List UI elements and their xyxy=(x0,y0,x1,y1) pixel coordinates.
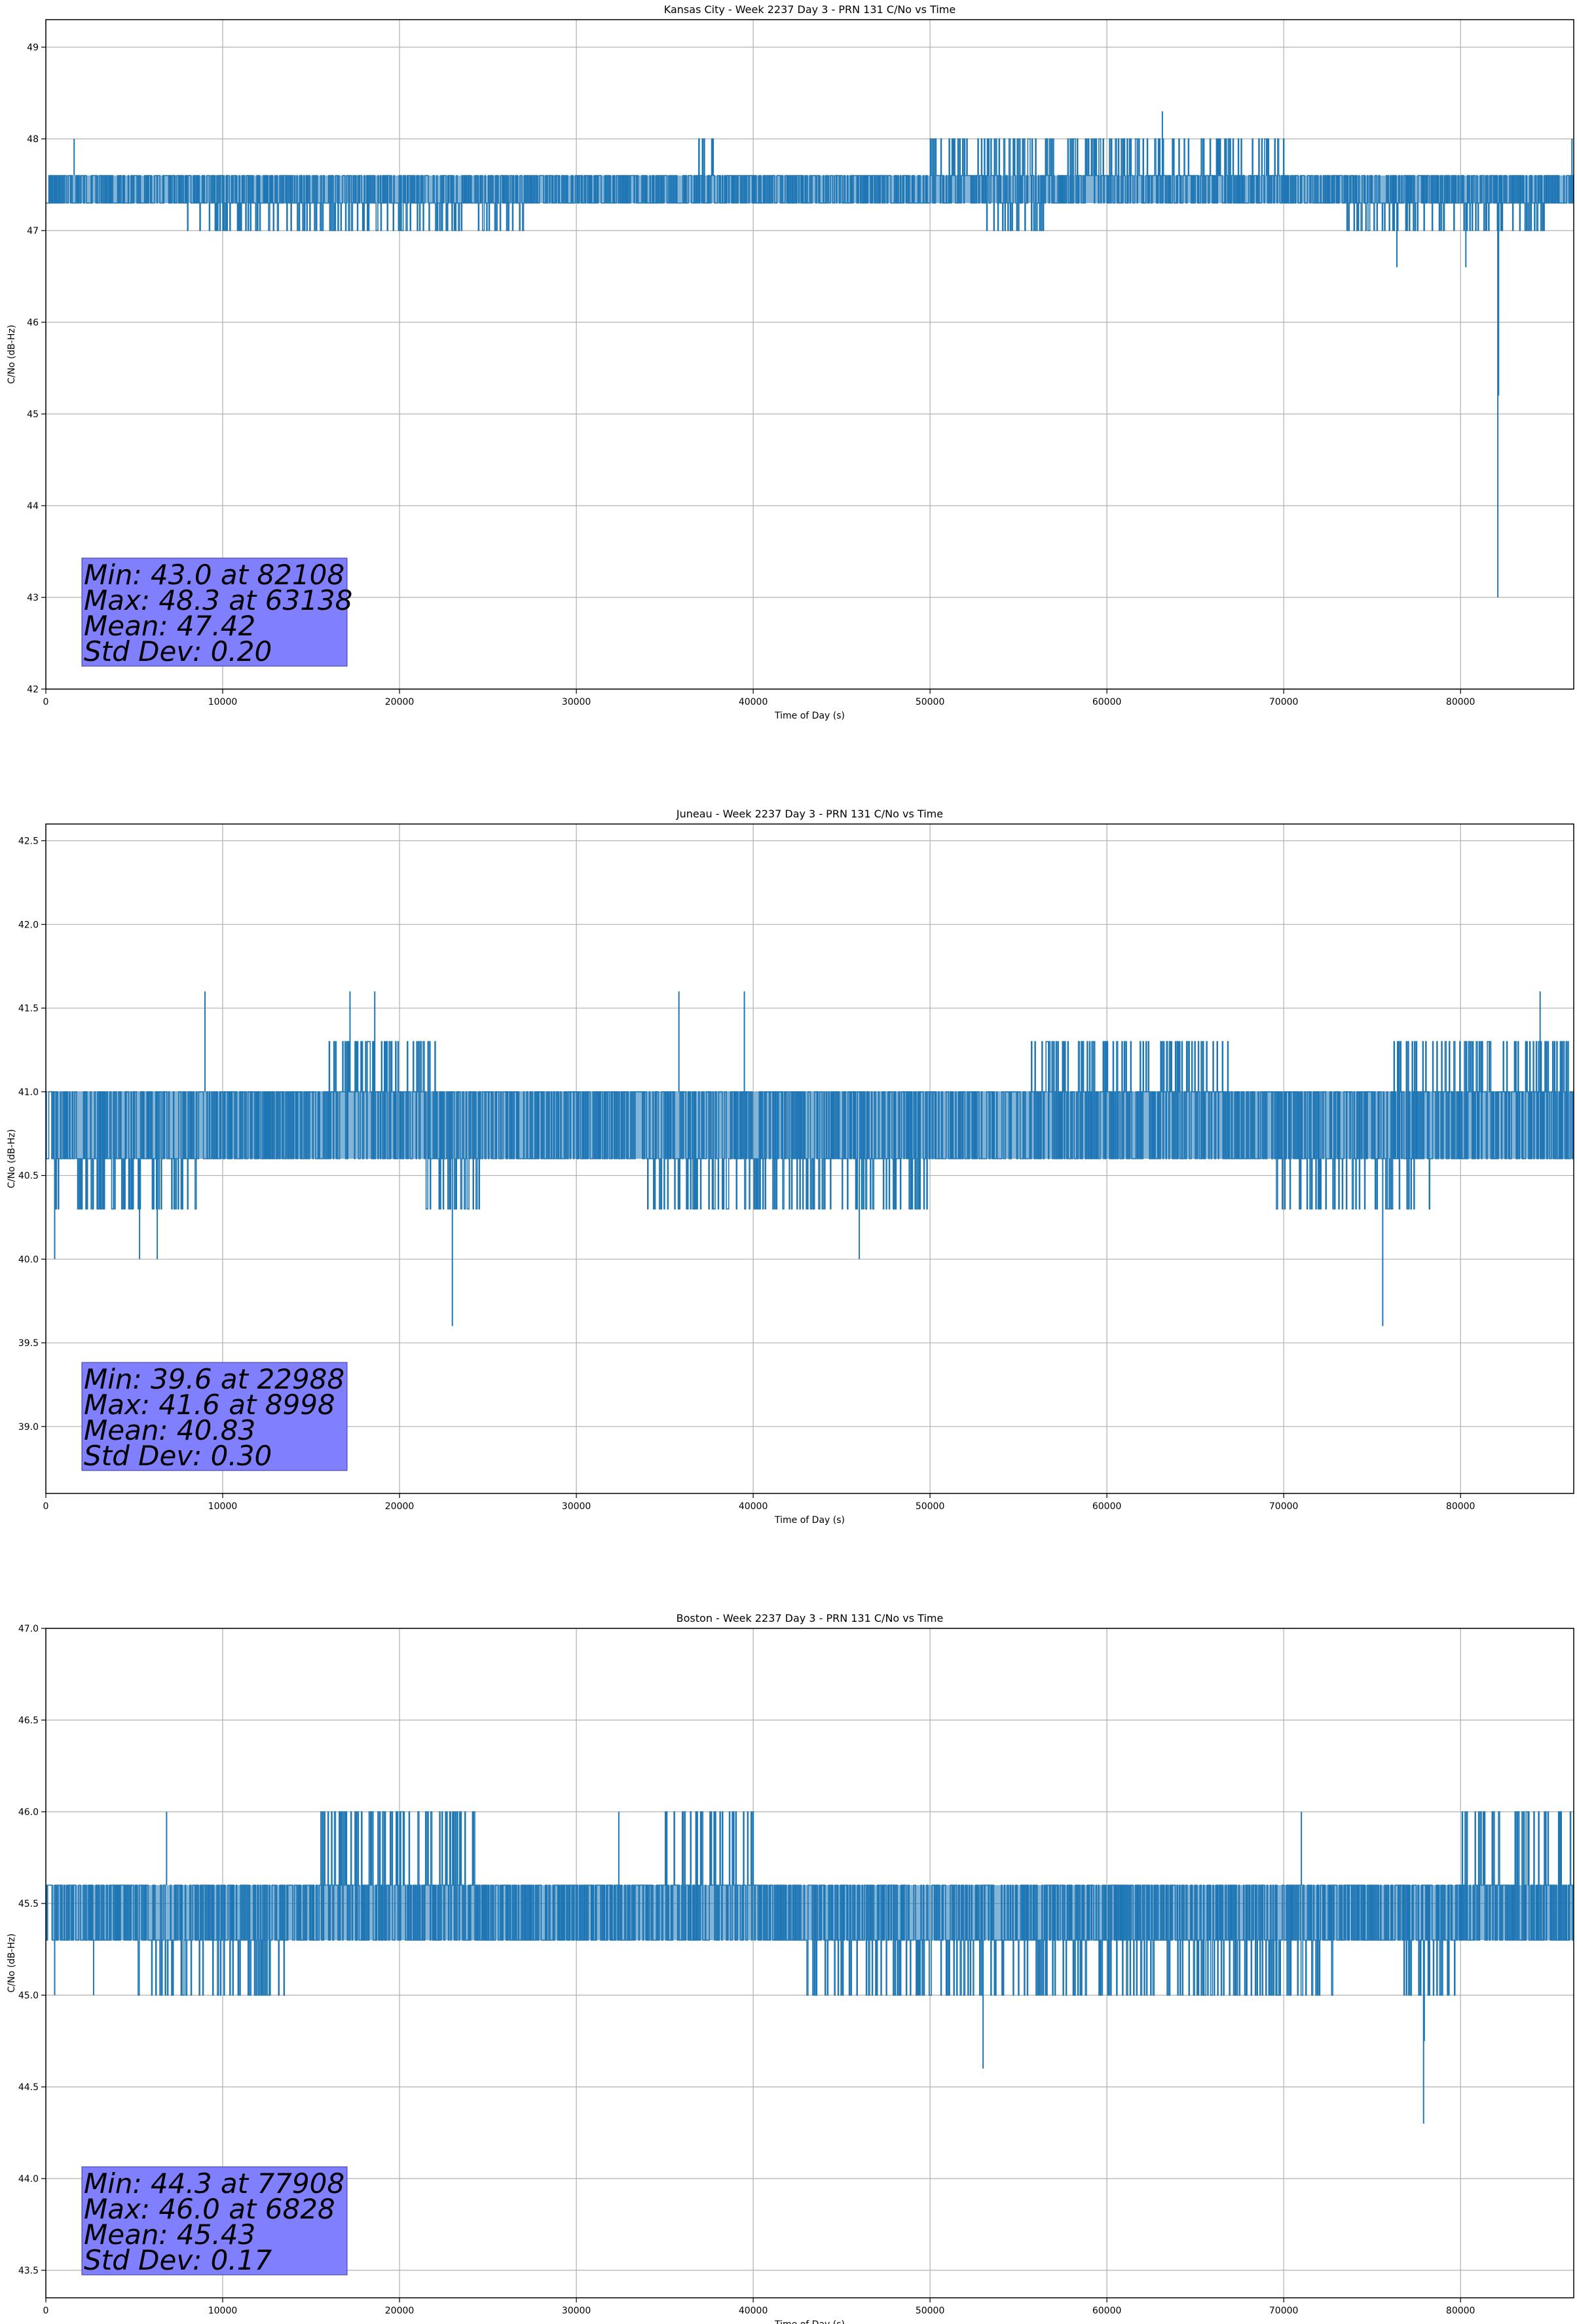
y-tick-label: 45.0 xyxy=(18,1991,39,2001)
chart-panel-1: 0 10000 20000 30000 40000 50000 60000 70000 8000… xyxy=(7,808,1574,1526)
x-tick-label: 30000 xyxy=(562,2306,591,2316)
x-tick-label: 70000 xyxy=(1269,697,1299,707)
x-tick-label: 50000 xyxy=(916,697,945,707)
x-tick-label: 10000 xyxy=(208,697,238,707)
x-axis-label: Time of Day (s) xyxy=(774,1515,845,1526)
x-axis-label: Time of Day (s) xyxy=(774,2319,845,2324)
y-tick-label: 44.5 xyxy=(18,2082,39,2093)
x-tick-label: 20000 xyxy=(385,697,415,707)
y-tick-label: 43.5 xyxy=(18,2266,39,2276)
x-tick-label: 10000 xyxy=(208,2306,238,2316)
y-tick-label: 47 xyxy=(27,226,39,236)
x-tick-label: 40000 xyxy=(739,2306,768,2316)
x-tick-label: 80000 xyxy=(1446,2306,1475,2316)
stats-box xyxy=(81,1362,348,1471)
y-tick-label: 40.0 xyxy=(18,1254,39,1265)
stats-line: Min: 44.3 at 77908 xyxy=(84,2167,344,2200)
series-band xyxy=(51,1885,1574,1940)
y-tick-label: 46 xyxy=(27,318,39,328)
series-band xyxy=(51,1091,1574,1159)
y-axis-label: C/No (dB-Hz) xyxy=(7,325,17,384)
y-tick-label: 39.0 xyxy=(18,1422,39,1433)
y-axis-label: C/No (dB-Hz) xyxy=(7,1934,17,1993)
y-tick-label: 40.5 xyxy=(18,1171,39,1182)
y-tick-label: 45.5 xyxy=(18,1899,39,1909)
stats-line: Max: 46.0 at 6828 xyxy=(84,2193,335,2225)
chart-title: Juneau - Week 2237 Day 3 - PRN 131 C/No … xyxy=(676,808,943,820)
x-tick-label: 30000 xyxy=(562,697,591,707)
y-tick-label: 48 xyxy=(27,134,39,145)
stats-line: Std Dev: 0.30 xyxy=(84,1440,272,1472)
axes-frame xyxy=(45,19,1574,690)
y-tick-label: 45 xyxy=(27,409,39,420)
y-tick-label: 44 xyxy=(27,501,39,512)
x-tick-label: 0 xyxy=(43,697,49,707)
x-tick-label: 70000 xyxy=(1269,2306,1299,2316)
y-tick-label: 43 xyxy=(27,593,39,603)
stats-box xyxy=(81,557,348,667)
x-tick-label: 40000 xyxy=(739,1501,768,1512)
y-tick-label: 49 xyxy=(27,43,39,53)
x-tick-label: 0 xyxy=(43,2306,49,2316)
stats-line: Max: 48.3 at 63138 xyxy=(84,584,352,616)
chart-panel-0: 0 10000 20000 30000 40000 50000 60000 70000 8000… xyxy=(7,3,1574,721)
x-tick-label: 80000 xyxy=(1446,697,1475,707)
series-band xyxy=(51,176,1574,203)
stats-line: Std Dev: 0.17 xyxy=(84,2244,272,2276)
y-tick-label: 42.5 xyxy=(18,836,39,847)
x-tick-label: 60000 xyxy=(1092,697,1122,707)
y-tick-label: 46.5 xyxy=(18,1715,39,1726)
y-tick-label: 46.0 xyxy=(18,1807,39,1818)
y-tick-label: 42 xyxy=(27,684,39,695)
x-tick-label: 50000 xyxy=(916,2306,945,2316)
y-axis-label: C/No (dB-Hz) xyxy=(7,1129,17,1188)
x-tick-label: 30000 xyxy=(562,1501,591,1512)
y-tick-label: 41.5 xyxy=(18,1003,39,1014)
stats-line: Std Dev: 0.20 xyxy=(84,635,272,667)
stats-line: Mean: 45.43 xyxy=(84,2219,255,2251)
axes-frame xyxy=(45,1628,1574,2298)
stats-line: Min: 43.0 at 82108 xyxy=(84,559,344,591)
axes-frame xyxy=(45,823,1574,1494)
x-tick-label: 20000 xyxy=(385,2306,415,2316)
y-tick-label: 47.0 xyxy=(18,1624,39,1634)
stats-line: Mean: 40.83 xyxy=(84,1414,255,1446)
stats-line: Min: 39.6 at 22988 xyxy=(84,1363,344,1395)
x-axis-label: Time of Day (s) xyxy=(774,711,845,721)
x-tick-label: 10000 xyxy=(208,1501,238,1512)
x-tick-label: 70000 xyxy=(1269,1501,1299,1512)
y-tick-label: 42.0 xyxy=(18,920,39,930)
x-tick-label: 50000 xyxy=(916,1501,945,1512)
y-tick-label: 41.0 xyxy=(18,1087,39,1098)
x-tick-label: 60000 xyxy=(1092,1501,1122,1512)
x-tick-label: 20000 xyxy=(385,1501,415,1512)
chart-panel-2: 0 10000 20000 30000 40000 50000 60000 70000 8000… xyxy=(7,1612,1574,2324)
x-tick-label: 60000 xyxy=(1092,2306,1122,2316)
x-tick-label: 80000 xyxy=(1446,1501,1475,1512)
y-tick-label: 44.0 xyxy=(18,2174,39,2184)
stats-line: Mean: 47.42 xyxy=(84,610,255,642)
chart-title: Boston - Week 2237 Day 3 - PRN 131 C/No … xyxy=(677,1612,944,1624)
x-tick-label: 40000 xyxy=(739,697,768,707)
stats-line: Max: 41.6 at 8998 xyxy=(84,1389,335,1421)
y-tick-label: 39.5 xyxy=(18,1338,39,1349)
chart-title: Kansas City - Week 2237 Day 3 - PRN 131 … xyxy=(664,3,955,16)
x-tick-label: 0 xyxy=(43,1501,49,1512)
stats-box xyxy=(81,2166,348,2276)
